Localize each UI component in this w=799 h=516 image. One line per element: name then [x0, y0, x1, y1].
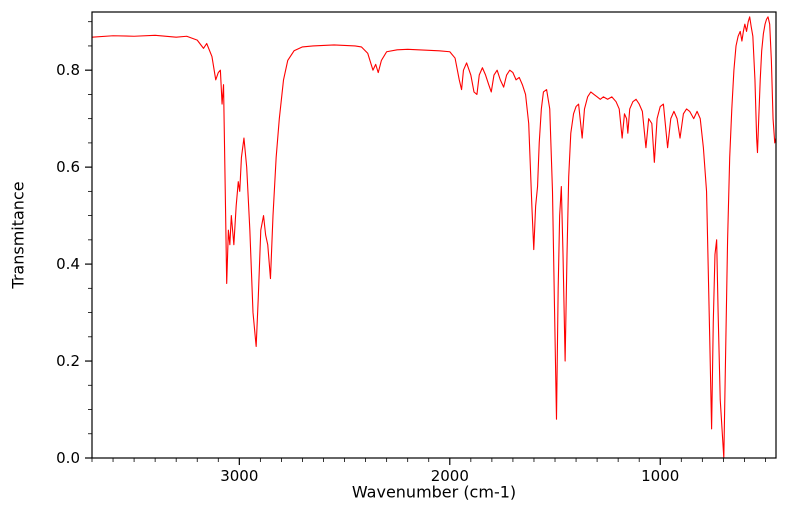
spectrum-line — [91, 16, 777, 459]
y-axis-label: Transmitance — [8, 181, 28, 289]
x-tick-label: 3000 — [220, 467, 258, 485]
y-tick-label: 0.2 — [56, 352, 80, 370]
y-tick-label: 0.8 — [56, 61, 80, 79]
y-tick-label: 0.4 — [56, 255, 80, 273]
x-tick-label: 2000 — [431, 467, 469, 485]
x-tick-label: 1000 — [641, 467, 679, 485]
y-tick-label: 0.6 — [56, 158, 80, 176]
x-axis-label: Wavenumber (cm-1) — [351, 482, 517, 502]
y-tick-label: 0.0 — [56, 449, 80, 467]
plot-border — [91, 11, 777, 459]
